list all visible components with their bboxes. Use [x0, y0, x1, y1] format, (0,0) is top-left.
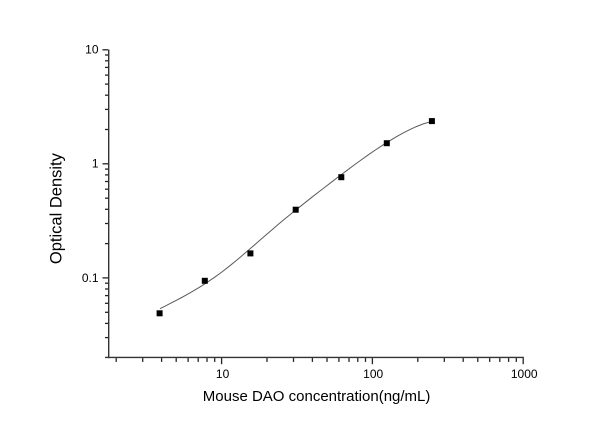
- svg-text:Optical Density: Optical Density: [48, 152, 66, 264]
- svg-text:1000: 1000: [511, 367, 538, 381]
- svg-text:1: 1: [92, 157, 99, 171]
- svg-text:100: 100: [363, 367, 383, 381]
- svg-text:10: 10: [85, 42, 99, 56]
- svg-text:10: 10: [216, 367, 230, 381]
- svg-text:Mouse DAO concentration(ng/mL): Mouse DAO concentration(ng/mL): [203, 388, 431, 405]
- svg-text:0.1: 0.1: [82, 271, 99, 285]
